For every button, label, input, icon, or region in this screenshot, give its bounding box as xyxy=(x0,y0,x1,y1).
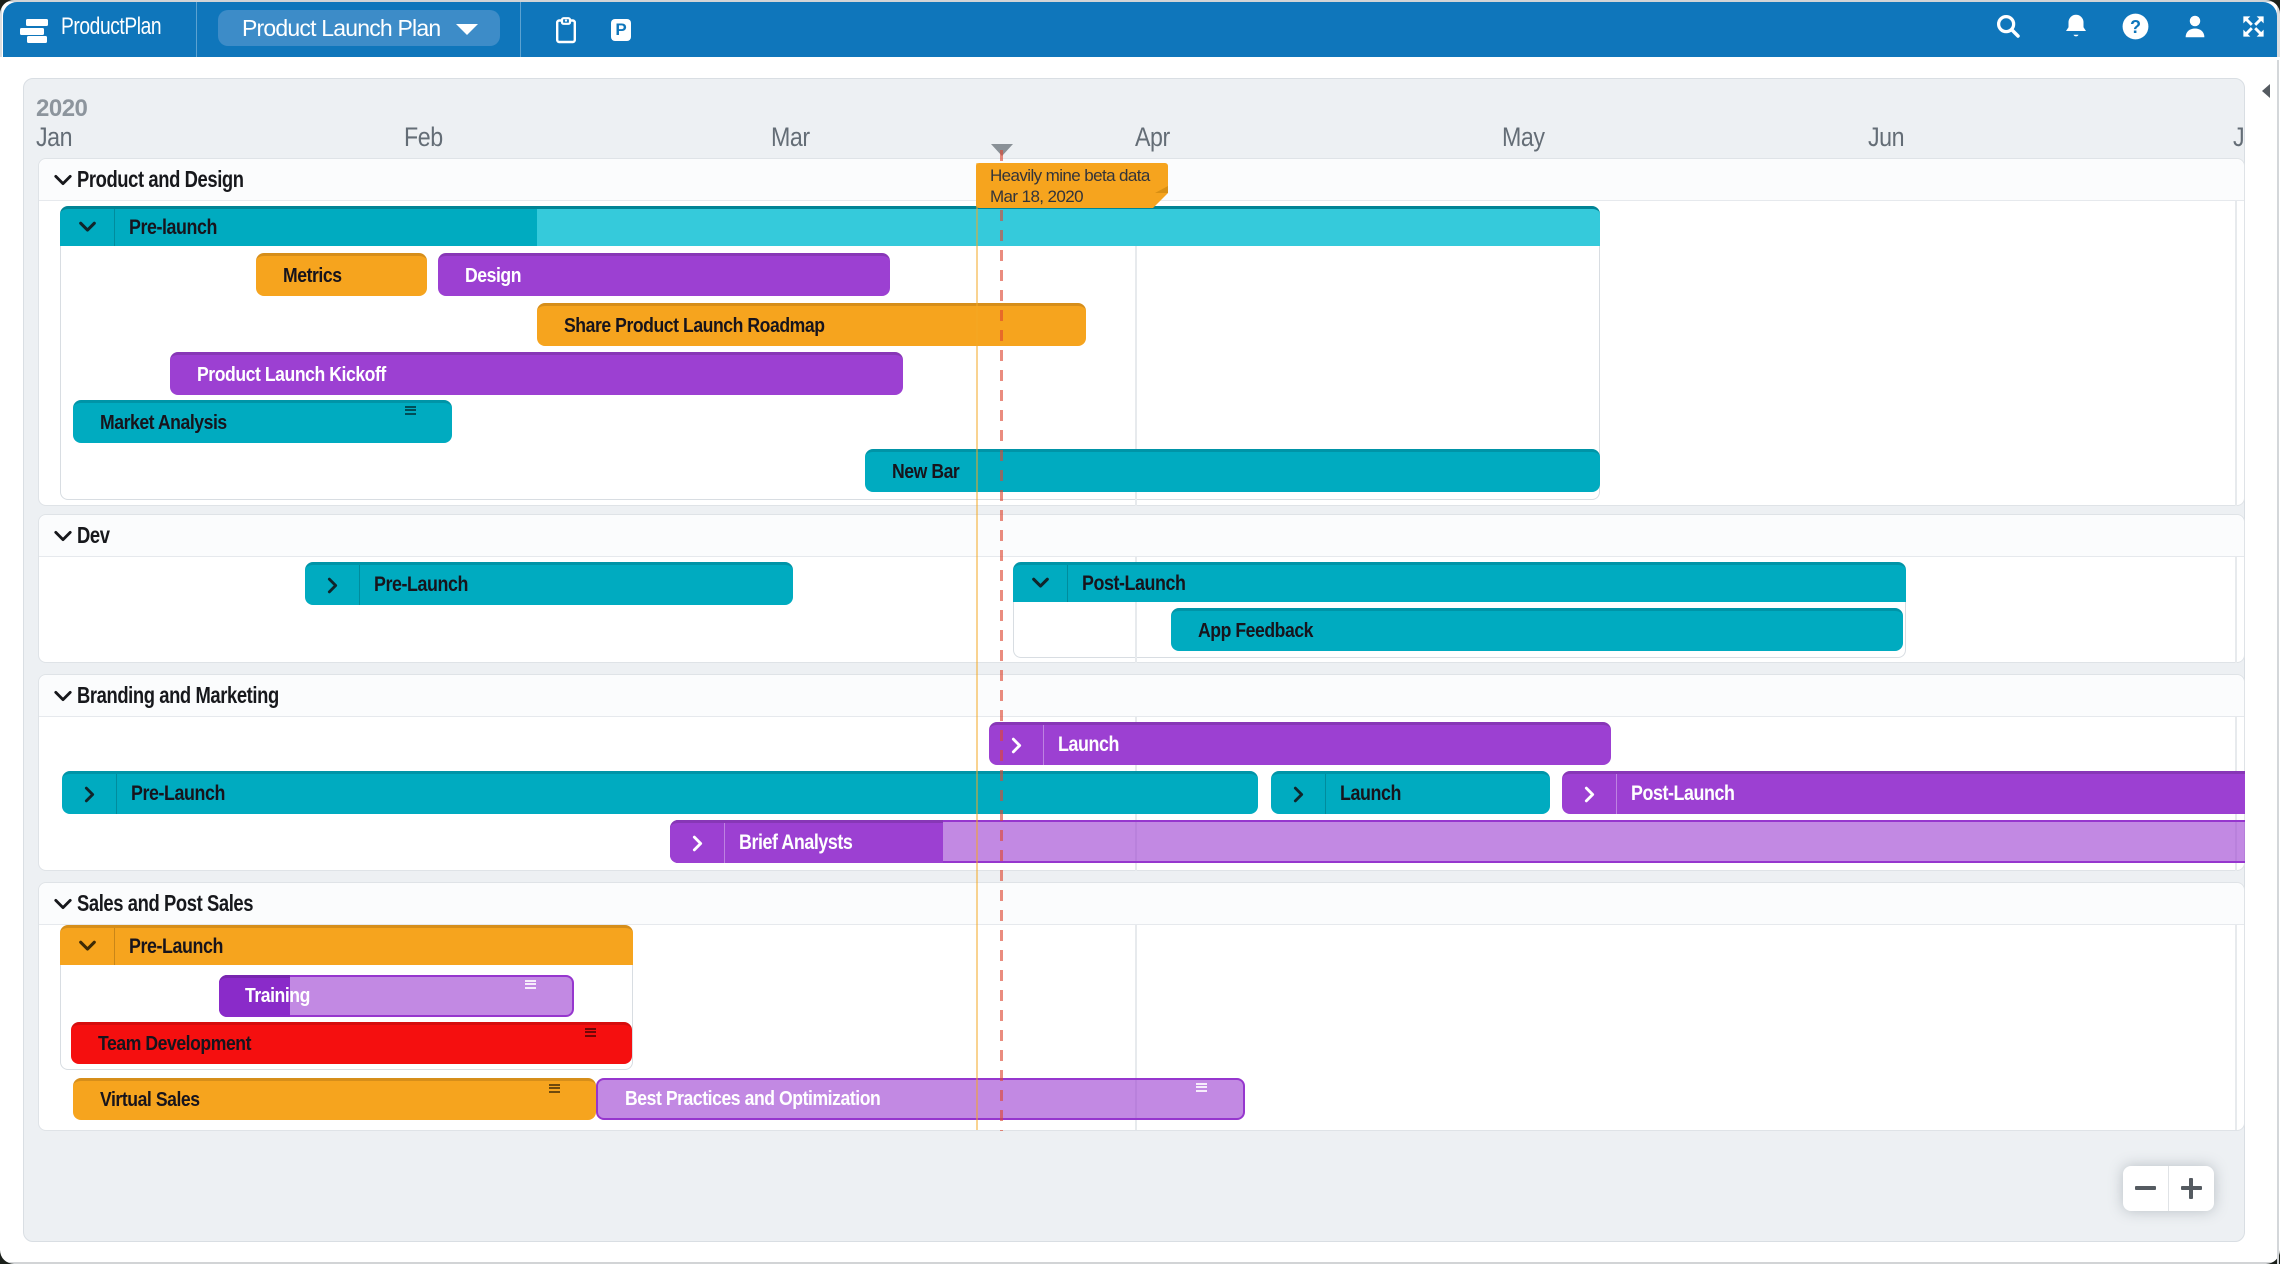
svg-text:?: ? xyxy=(2130,17,2141,37)
